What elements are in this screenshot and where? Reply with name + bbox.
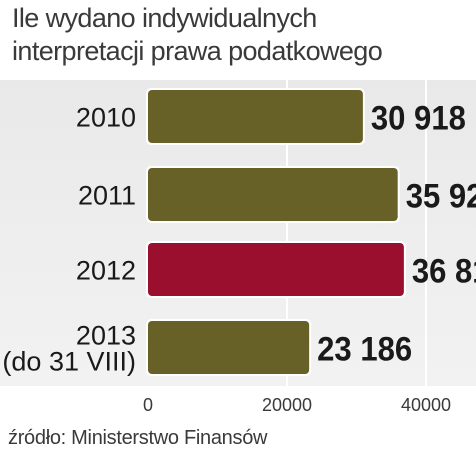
value-label: 30 918 (371, 100, 466, 138)
chart-title: Ile wydano indywidualnych interpretacji … (12, 2, 472, 68)
x-tick-label: 40000 (401, 395, 451, 415)
x-tick-label: 0 (143, 395, 153, 415)
labels: 2010 30 918 2011 35 929 2012 36 816 2013(do 31… (2, 100, 476, 377)
chart-title-line-2: interpretacji prawa podatkowego (12, 36, 383, 66)
bar (148, 243, 404, 296)
value-label: 23 186 (317, 331, 412, 369)
bar (148, 168, 398, 221)
bar (148, 90, 363, 143)
category-label: (do 31 VIII) (2, 347, 136, 377)
category-label: 2011 (78, 181, 136, 211)
category-label: 2010 (76, 103, 136, 133)
x-tick-label: 20000 (262, 395, 312, 415)
category-label: 2013 (76, 321, 136, 351)
value-label: 36 816 (412, 253, 476, 291)
chart-title-line-1: Ile wydano indywidualnych (12, 3, 317, 33)
category-label: 2012 (76, 256, 136, 286)
value-label: 35 929 (406, 178, 476, 216)
x-axis-ticks: 0 20000 40000 (143, 395, 451, 415)
source-note: źródło: Ministerstwo Finansów (8, 427, 268, 449)
bar (148, 321, 310, 374)
bars (146, 88, 406, 376)
